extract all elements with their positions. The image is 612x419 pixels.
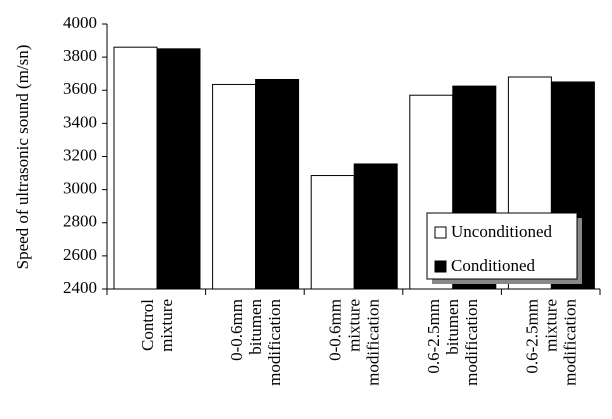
legend-swatch (434, 260, 447, 273)
bar (212, 83, 257, 290)
x-tick-label: 0-0.6mmbitumenmodification (227, 299, 284, 386)
y-tick-label: 4000 (63, 13, 97, 32)
y-tick-label: 2600 (63, 245, 97, 264)
y-tick-label: 3000 (63, 179, 97, 198)
y-tick-label: 2400 (63, 278, 97, 297)
bar (255, 78, 300, 290)
y-tick-label: 3200 (63, 145, 97, 164)
legend-label: Unconditioned (451, 222, 553, 241)
legend (426, 212, 578, 280)
bar (156, 48, 201, 290)
x-tick-label: Controlmixture (138, 299, 176, 352)
x-tick-label: 0.6-2.5mmmixturemodification (523, 299, 580, 386)
y-tick-label: 3600 (63, 79, 97, 98)
x-tick-label: 0.6-2.5mmbitumenmodification (424, 299, 481, 386)
y-tick-label: 2800 (63, 212, 97, 231)
bar (113, 46, 158, 290)
y-tick-label: 3400 (63, 112, 97, 131)
bar (353, 163, 398, 290)
x-tick-label: 0-0.6mmmixturemodification (326, 299, 383, 386)
y-axis-label: Speed of ultrasonic sound (m/sn) (13, 45, 32, 270)
legend-label: Conditioned (451, 256, 536, 275)
y-tick-label: 3800 (63, 46, 97, 65)
bar (310, 175, 355, 290)
legend-swatch (434, 226, 447, 239)
